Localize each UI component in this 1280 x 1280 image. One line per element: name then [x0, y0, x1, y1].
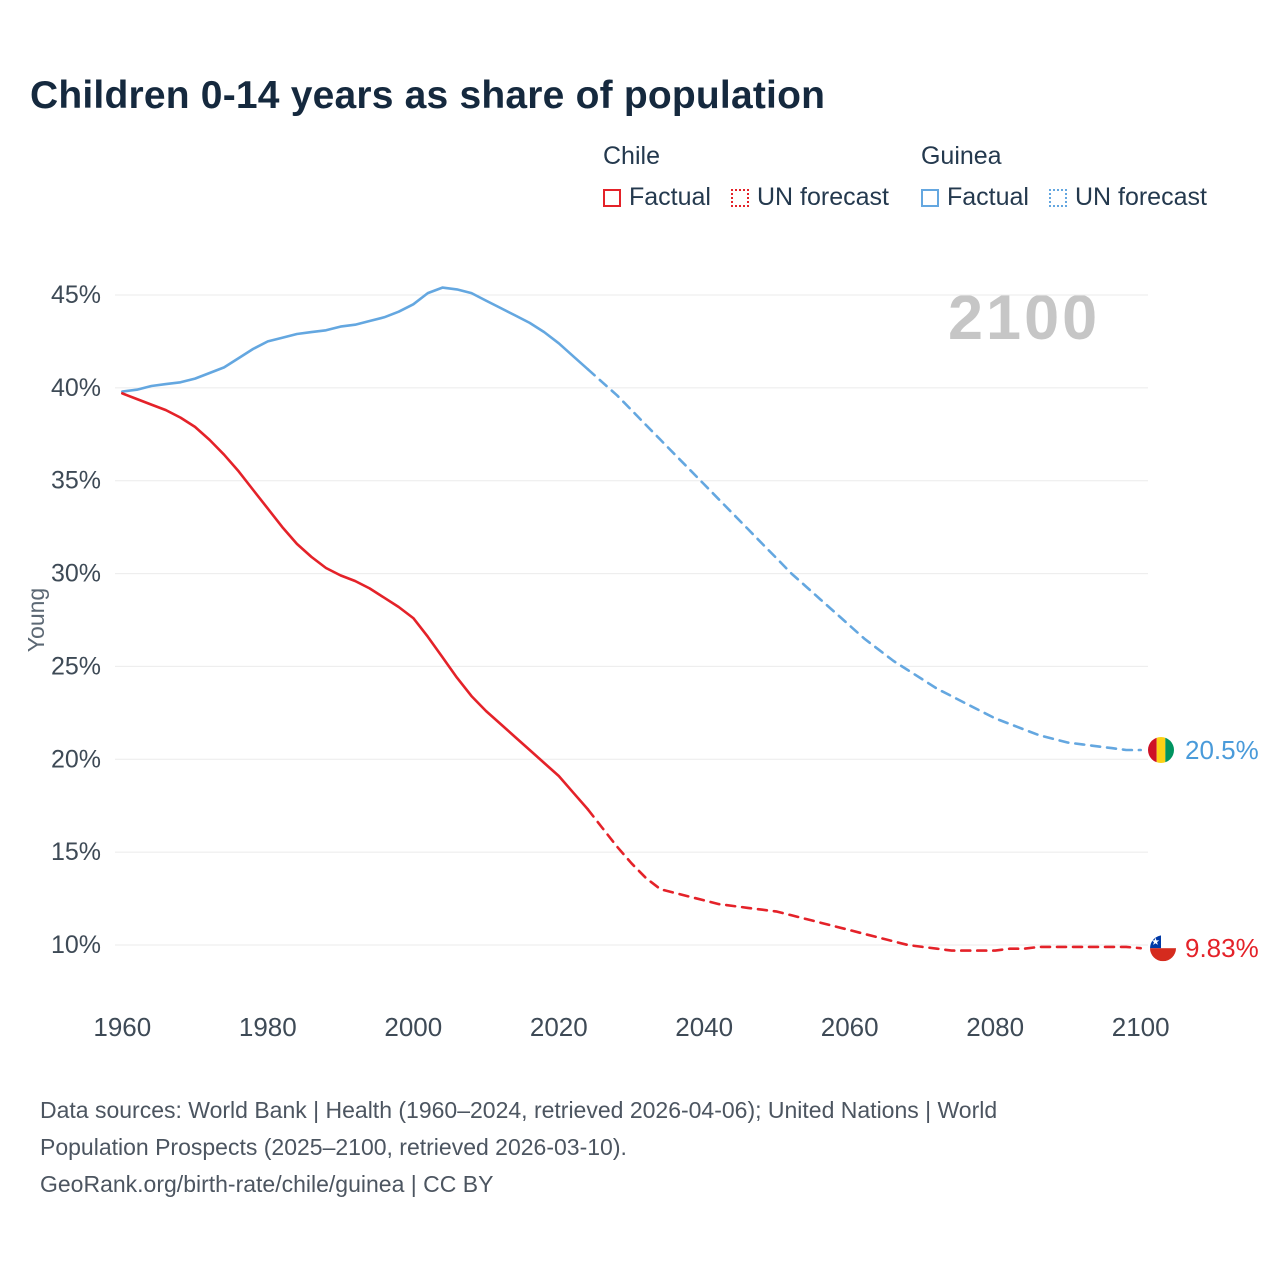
y-axis-label: Young [23, 588, 49, 652]
legend-label-chile-forecast: UN forecast [756, 183, 889, 211]
chile-forecast-swatch-icon [730, 188, 749, 207]
y-tick-label: 15% [51, 838, 101, 866]
guinea-forecast-swatch-icon [1048, 188, 1067, 207]
legend-row-chile: Factual UN forecast [603, 183, 889, 212]
guinea-flag-icon [1148, 737, 1174, 763]
x-tick-label: 2080 [966, 1012, 1024, 1042]
chile-end-label: 9.83% [1185, 933, 1259, 963]
legend-item-chile-factual[interactable]: Factual [603, 183, 711, 212]
legend-group-title-chile: Chile [603, 142, 660, 170]
x-tick-label: 2060 [821, 1012, 879, 1042]
legend-label-guinea-forecast: UN forecast [1074, 183, 1207, 211]
legend-group-title-guinea: Guinea [920, 142, 1002, 170]
chart-svg: 10% 15% 20% 25% 30% 35% 40% 45% 1960 1980 2000 2020… [23, 281, 1259, 1042]
legend-label-guinea-factual: Factual [946, 183, 1029, 211]
chile-factual-line[interactable] [121, 392, 590, 811]
legend-item-guinea-forecast[interactable]: UN forecast [1048, 183, 1207, 212]
x-tick-label: 2040 [675, 1012, 733, 1042]
y-tick-label: 45% [51, 281, 101, 309]
y-tick-label: 20% [51, 745, 101, 773]
guinea-factual-line[interactable] [121, 286, 590, 393]
legend: Chile Factual UN forecast Guinea Factual [603, 142, 1207, 212]
legend-group-chile: Chile Factual UN forecast [603, 142, 889, 212]
chile-forecast-line[interactable] [586, 808, 1142, 952]
legend-group-guinea: Guinea Factual UN forecast [920, 142, 1207, 212]
x-tick-label: 1980 [239, 1012, 297, 1042]
x-tick-label: 2020 [530, 1012, 588, 1042]
chile-factual-swatch-icon [603, 188, 621, 207]
guinea-factual-swatch-icon [920, 188, 939, 207]
y-tick-label: 25% [51, 652, 101, 680]
guinea-forecast-line[interactable] [586, 368, 1142, 752]
legend-item-chile-forecast[interactable]: UN forecast [730, 183, 889, 212]
y-tick-label: 35% [51, 467, 101, 495]
page-title: Children 0-14 years as share of populati… [30, 74, 826, 117]
y-tick-label: 40% [51, 374, 101, 402]
x-tick-label: 2000 [384, 1012, 442, 1042]
x-tick-label: 2100 [1112, 1012, 1170, 1042]
x-tick-label: 1960 [93, 1012, 151, 1042]
data-sources-footer: Data sources: World Bank | Health (1960–… [40, 1092, 1180, 1203]
footer-line-3: GeoRank.org/birth-rate/chile/guinea | CC… [40, 1171, 494, 1197]
footer-line-2: Population Prospects (2025–2100, retriev… [40, 1134, 627, 1160]
y-tick-label: 10% [51, 931, 101, 959]
guinea-end-label: 20.5% [1185, 735, 1259, 765]
y-tick-label: 30% [51, 560, 101, 588]
footer-line-1: Data sources: World Bank | Health (1960–… [40, 1097, 998, 1123]
legend-row-guinea: Factual UN forecast [920, 183, 1207, 212]
legend-label-chile-factual: Factual [629, 183, 711, 211]
chile-flag-icon [1150, 935, 1176, 962]
legend-item-guinea-factual[interactable]: Factual [920, 183, 1029, 212]
